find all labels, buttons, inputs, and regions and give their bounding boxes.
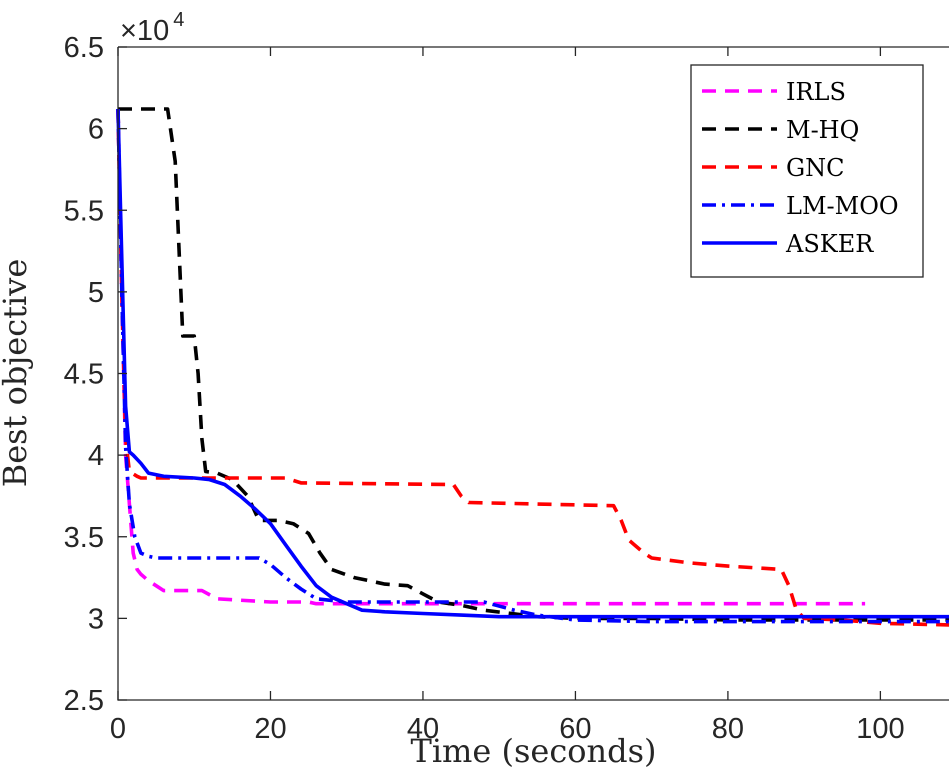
y-axis-label: Best objective	[0, 259, 34, 488]
legend-label-m-hq: M-HQ	[786, 116, 859, 144]
y-tick-label: 2.5	[64, 685, 104, 717]
x-tick-label: 20	[254, 713, 286, 745]
y-tick-label: 4.5	[64, 359, 104, 391]
legend-label-irls: IRLS	[786, 78, 846, 106]
series-line-irls	[116, 108, 866, 606]
y-tick-label: 6	[88, 114, 104, 146]
x-tick-label: 60	[559, 713, 591, 745]
y-tick-label: 5.5	[64, 195, 104, 227]
x-tick-label: 40	[407, 713, 439, 745]
y-ticks: 2.5 3 3.5 4 4.5 5 5.5 6 6.5	[64, 32, 127, 717]
x-tick-label: 80	[712, 713, 744, 745]
series-line-asker	[116, 108, 949, 619]
y-tick-label: 4	[88, 440, 104, 472]
x-tick-label: 100	[856, 713, 904, 745]
y-tick-label: 3	[88, 603, 104, 635]
y-exponent-power: 4	[173, 9, 184, 31]
legend-label-lm-moo: LM-MOO	[786, 192, 899, 220]
y-exponent-base: ×10	[120, 15, 169, 47]
series-line-lm-moo	[116, 108, 949, 624]
legend-label-gnc: GNC	[786, 154, 845, 182]
legend-items: IRLS M-HQ GNC LM-MOO ASKER	[702, 78, 899, 258]
axes: 0 20 40 60 80 100 2.5 3 3.5 4 4.5 5 5.5 6 6.5	[64, 32, 949, 745]
y-axis-exponent: ×10 4	[120, 9, 184, 47]
series-line-gnc	[116, 108, 950, 627]
series-group	[116, 107, 950, 627]
legend-label-asker: ASKER	[785, 230, 874, 258]
x-axis-label: Time (seconds)	[410, 732, 656, 770]
y-tick-label: 5	[88, 277, 104, 309]
legend: IRLS M-HQ GNC LM-MOO ASKER	[690, 64, 924, 278]
y-tick-label: 3.5	[64, 522, 104, 554]
y-tick-label: 6.5	[64, 32, 104, 64]
x-tick-label: 0	[110, 713, 126, 745]
x-ticks: 0 20 40 60 80 100	[110, 47, 905, 745]
